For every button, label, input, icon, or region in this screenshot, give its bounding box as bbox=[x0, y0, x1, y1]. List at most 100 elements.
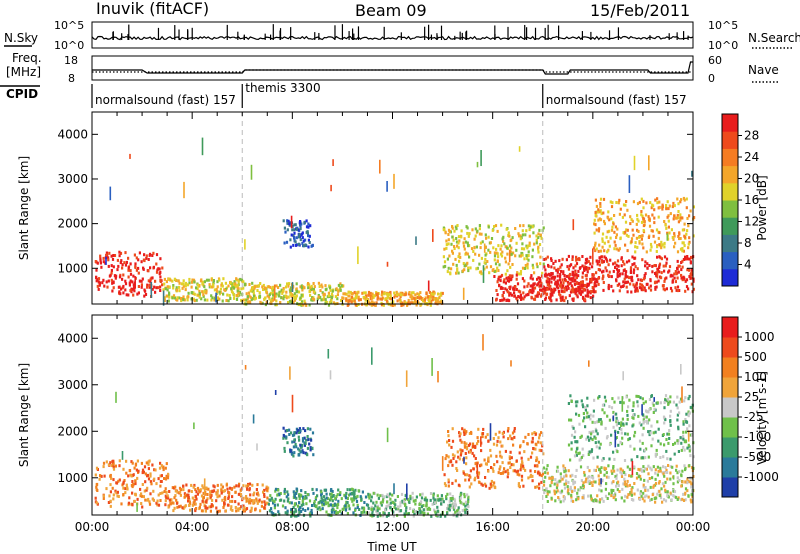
range-cell bbox=[687, 224, 690, 228]
range-cell bbox=[487, 469, 490, 473]
range-cell bbox=[250, 506, 253, 510]
range-cell bbox=[499, 275, 502, 279]
range-cell bbox=[585, 260, 588, 264]
range-cell bbox=[484, 484, 488, 488]
range-cell bbox=[278, 290, 281, 294]
range-cell bbox=[399, 504, 402, 508]
range-cell bbox=[462, 471, 465, 475]
nsky-label: N.Sky bbox=[4, 31, 38, 45]
range-cell bbox=[295, 282, 298, 286]
range-cell bbox=[115, 491, 118, 495]
range-cell bbox=[294, 223, 297, 227]
range-cell bbox=[489, 241, 492, 245]
range-cell bbox=[386, 295, 390, 299]
range-cell bbox=[595, 228, 598, 232]
range-cell bbox=[187, 499, 190, 503]
range-cell bbox=[617, 269, 621, 273]
range-cell bbox=[412, 510, 415, 514]
range-cell bbox=[320, 283, 323, 287]
range-cell bbox=[193, 299, 196, 303]
range-cell bbox=[183, 181, 185, 199]
range-cell bbox=[595, 445, 598, 449]
range-cell bbox=[462, 262, 465, 265]
range-cell bbox=[607, 240, 610, 244]
range-cell bbox=[621, 285, 624, 288]
range-cell bbox=[131, 461, 134, 465]
range-cell bbox=[467, 244, 470, 248]
range-cell bbox=[651, 493, 654, 497]
range-cell bbox=[478, 224, 481, 227]
range-cell bbox=[509, 292, 512, 296]
range-cell bbox=[629, 266, 633, 270]
range-cell bbox=[665, 226, 668, 230]
range-cell bbox=[529, 284, 532, 288]
range-cell bbox=[498, 430, 501, 434]
range-cell bbox=[140, 492, 143, 496]
range-cell bbox=[354, 303, 358, 307]
range-cell bbox=[342, 292, 345, 296]
range-cell bbox=[489, 482, 492, 486]
range-cell bbox=[142, 258, 145, 262]
range-cell bbox=[618, 274, 621, 278]
range-cell bbox=[157, 267, 160, 271]
range-cell bbox=[530, 274, 533, 278]
range-cell bbox=[116, 494, 119, 498]
range-cell bbox=[472, 467, 475, 471]
range-cell bbox=[198, 505, 201, 509]
range-cell bbox=[140, 260, 143, 264]
range-cell bbox=[373, 301, 376, 305]
range-cell bbox=[644, 456, 647, 460]
range-cell bbox=[109, 490, 112, 494]
range-cell bbox=[421, 510, 424, 514]
range-cell bbox=[439, 498, 442, 502]
range-cell bbox=[329, 498, 332, 502]
range-cell bbox=[107, 258, 110, 262]
range-cell bbox=[272, 288, 275, 292]
range-cell bbox=[620, 257, 623, 261]
range-cell bbox=[508, 291, 511, 295]
range-cell bbox=[250, 288, 253, 292]
range-cell bbox=[353, 299, 356, 303]
range-cell bbox=[526, 262, 529, 266]
range-cell bbox=[692, 205, 695, 209]
range-cell bbox=[603, 466, 606, 470]
range-cell bbox=[669, 491, 672, 495]
range-cell bbox=[449, 271, 452, 275]
range-cell bbox=[535, 262, 538, 266]
range-cell bbox=[654, 452, 657, 456]
range-cell bbox=[537, 245, 540, 249]
range-cell bbox=[690, 282, 693, 286]
range-cell bbox=[125, 483, 128, 487]
range-cell bbox=[636, 488, 639, 492]
range-cell bbox=[94, 496, 97, 500]
range-cell bbox=[687, 414, 690, 418]
range-cell bbox=[675, 288, 678, 292]
range-cell bbox=[676, 476, 679, 480]
range-cell bbox=[456, 469, 459, 472]
range-cell bbox=[660, 246, 663, 250]
range-cell bbox=[515, 296, 518, 300]
range-cell bbox=[526, 284, 529, 288]
range-cell bbox=[149, 474, 152, 478]
range-cell bbox=[349, 290, 352, 294]
range-cell bbox=[567, 492, 570, 496]
range-cell bbox=[371, 347, 373, 365]
range-cell bbox=[111, 289, 114, 293]
range-cell bbox=[477, 439, 480, 443]
range-cell bbox=[404, 291, 407, 295]
range-cell bbox=[624, 432, 627, 436]
range-cell bbox=[159, 499, 162, 502]
range-cell bbox=[96, 482, 99, 486]
range-cell bbox=[441, 291, 444, 295]
range-cell bbox=[496, 252, 499, 256]
range-cell bbox=[414, 300, 417, 304]
cpid-segment-label: normalsound (fast) 157 bbox=[95, 93, 236, 107]
range-cell bbox=[507, 461, 510, 465]
range-cell bbox=[319, 289, 322, 293]
range-cell bbox=[544, 291, 547, 295]
range-cell bbox=[493, 251, 496, 255]
range-cell bbox=[215, 292, 217, 303]
range-cell bbox=[558, 259, 561, 263]
range-cell bbox=[385, 495, 388, 499]
